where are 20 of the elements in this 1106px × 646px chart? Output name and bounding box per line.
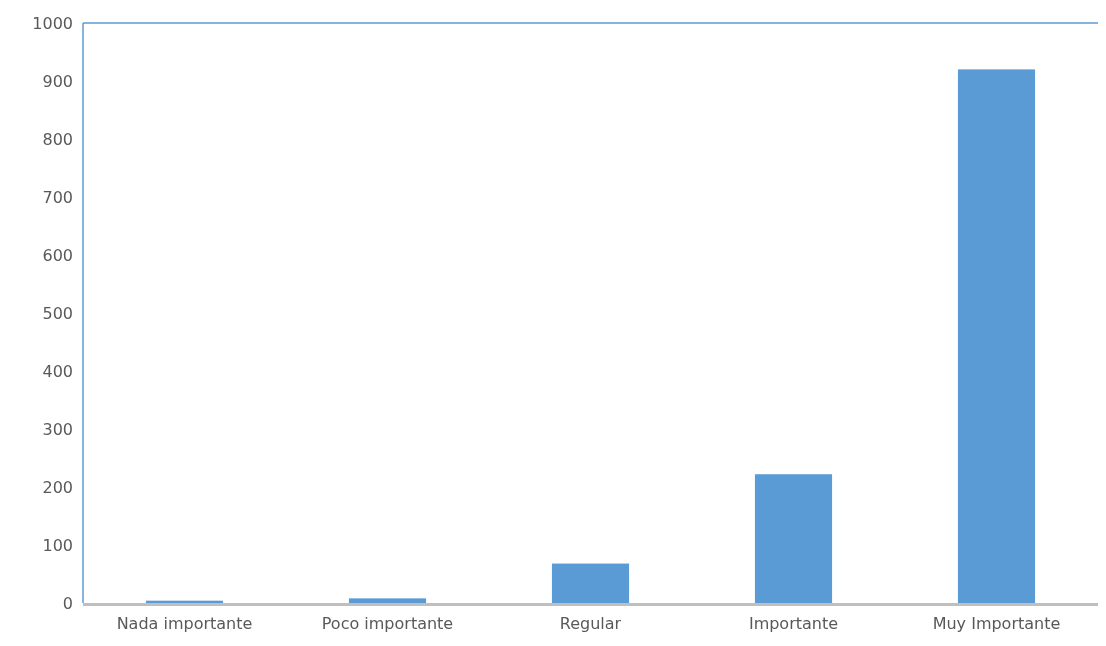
y-tick-label: 500 (42, 303, 73, 323)
bar (551, 563, 630, 603)
y-tick-label: 300 (42, 419, 73, 439)
y-tick-label: 900 (42, 71, 73, 91)
x-tick-label: Poco importante (321, 614, 454, 633)
y-tick-label: 700 (42, 187, 73, 207)
y-tick-label: 100 (42, 535, 73, 555)
y-tick-label: 600 (42, 245, 73, 265)
x-tick-label: Regular (559, 614, 622, 633)
y-tick-label: 800 (42, 129, 73, 149)
bar (957, 69, 1036, 603)
y-tick-label: 200 (42, 477, 73, 497)
y-tick-label: 1000 (32, 13, 73, 33)
bar (348, 598, 427, 603)
x-tick-label: Importante (748, 614, 839, 633)
x-tick-label: Muy Importante (932, 614, 1061, 633)
y-tick-label: 0 (62, 593, 73, 613)
x-tick-label: Nada importante (116, 614, 253, 633)
bar (754, 474, 833, 603)
y-tick-label: 400 (42, 361, 73, 381)
